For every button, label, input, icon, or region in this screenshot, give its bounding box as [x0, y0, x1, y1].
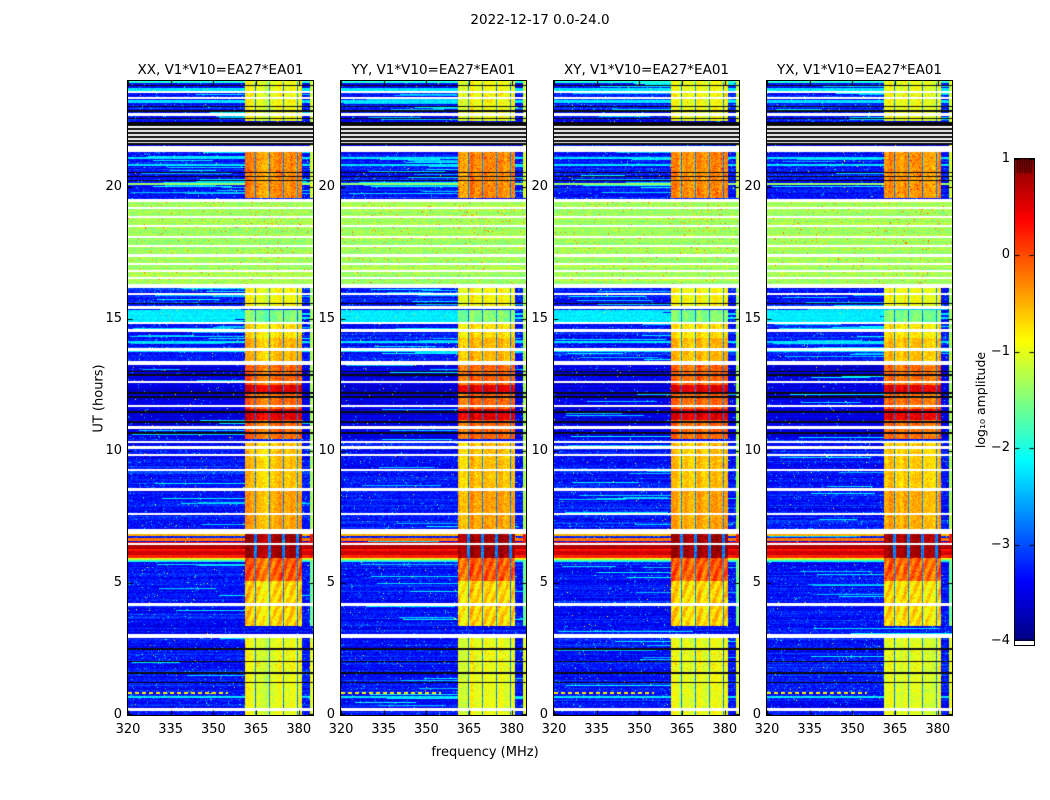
- x-tick-label: 380: [499, 722, 525, 737]
- spectrogram-canvas-xy: [554, 81, 739, 715]
- x-tick-label: 335: [797, 722, 823, 737]
- colorbar-tick-label: −1: [990, 343, 1010, 359]
- x-tick-label: 350: [200, 722, 226, 737]
- y-tick-label: 10: [531, 443, 548, 458]
- colorbar: [1014, 158, 1035, 646]
- x-tick-label: 350: [626, 722, 652, 737]
- spectrogram-canvas-xx: [128, 81, 313, 715]
- y-tick-label: 10: [744, 443, 761, 458]
- colorbar-canvas: [1015, 159, 1034, 641]
- panel-title-xx: XX, V1*V10=EA27*EA01: [137, 62, 304, 78]
- y-axis-label: UT (hours): [91, 364, 107, 433]
- x-tick-label: 380: [925, 722, 951, 737]
- x-tick-label: 365: [882, 722, 908, 737]
- y-tick-label: 15: [105, 311, 122, 326]
- x-tick-label: 335: [371, 722, 397, 737]
- x-tick-label: 365: [243, 722, 269, 737]
- spectrogram-panel-xx: [127, 80, 314, 716]
- y-tick-label: 0: [539, 707, 548, 722]
- y-tick-label: 10: [318, 443, 335, 458]
- panel-title-yx: YX, V1*V10=EA27*EA01: [776, 62, 942, 78]
- x-tick-label: 365: [456, 722, 482, 737]
- panel-title-xy: XY, V1*V10=EA27*EA01: [563, 62, 729, 78]
- colorbar-tick-label: −2: [990, 440, 1010, 456]
- y-tick-label: 5: [539, 575, 548, 590]
- spectrogram-canvas-yy: [341, 81, 526, 715]
- spectrogram-canvas-yx: [767, 81, 952, 715]
- y-tick-label: 0: [752, 707, 761, 722]
- x-tick-label: 335: [584, 722, 610, 737]
- spectrogram-panel-xy: [553, 80, 740, 716]
- y-tick-label: 5: [752, 575, 761, 590]
- colorbar-tick-label: −4: [990, 633, 1010, 648]
- y-tick-label: 0: [113, 707, 122, 722]
- x-tick-label: 350: [839, 722, 865, 737]
- colorbar-tick-label: 0: [1001, 247, 1010, 263]
- x-tick-label: 380: [712, 722, 738, 737]
- colorbar-tick-label: 1: [1001, 151, 1010, 166]
- x-tick-label: 320: [754, 722, 780, 737]
- y-tick-label: 15: [744, 311, 761, 326]
- y-tick-label: 15: [318, 311, 335, 326]
- y-tick-label: 20: [744, 179, 761, 194]
- spectrogram-panel-yy: [340, 80, 527, 716]
- figure-title: 2022-12-17 0.0-24.0: [470, 12, 610, 28]
- x-axis-label: frequency (MHz): [431, 745, 539, 760]
- y-tick-label: 0: [326, 707, 335, 722]
- x-tick-label: 320: [541, 722, 567, 737]
- y-tick-label: 5: [326, 575, 335, 590]
- x-tick-label: 335: [158, 722, 184, 737]
- x-tick-label: 365: [669, 722, 695, 737]
- y-tick-label: 10: [105, 443, 122, 458]
- y-tick-label: 20: [318, 179, 335, 194]
- x-tick-label: 380: [286, 722, 312, 737]
- y-tick-label: 15: [531, 311, 548, 326]
- y-tick-label: 20: [531, 179, 548, 194]
- panel-title-yy: YY, V1*V10=EA27*EA01: [351, 62, 516, 78]
- y-tick-label: 5: [113, 575, 122, 590]
- y-tick-label: 20: [105, 179, 122, 194]
- x-tick-label: 320: [328, 722, 354, 737]
- colorbar-tick-label: −3: [990, 536, 1010, 552]
- x-tick-label: 320: [115, 722, 141, 737]
- x-tick-label: 350: [413, 722, 439, 737]
- spectrogram-panel-yx: [766, 80, 953, 716]
